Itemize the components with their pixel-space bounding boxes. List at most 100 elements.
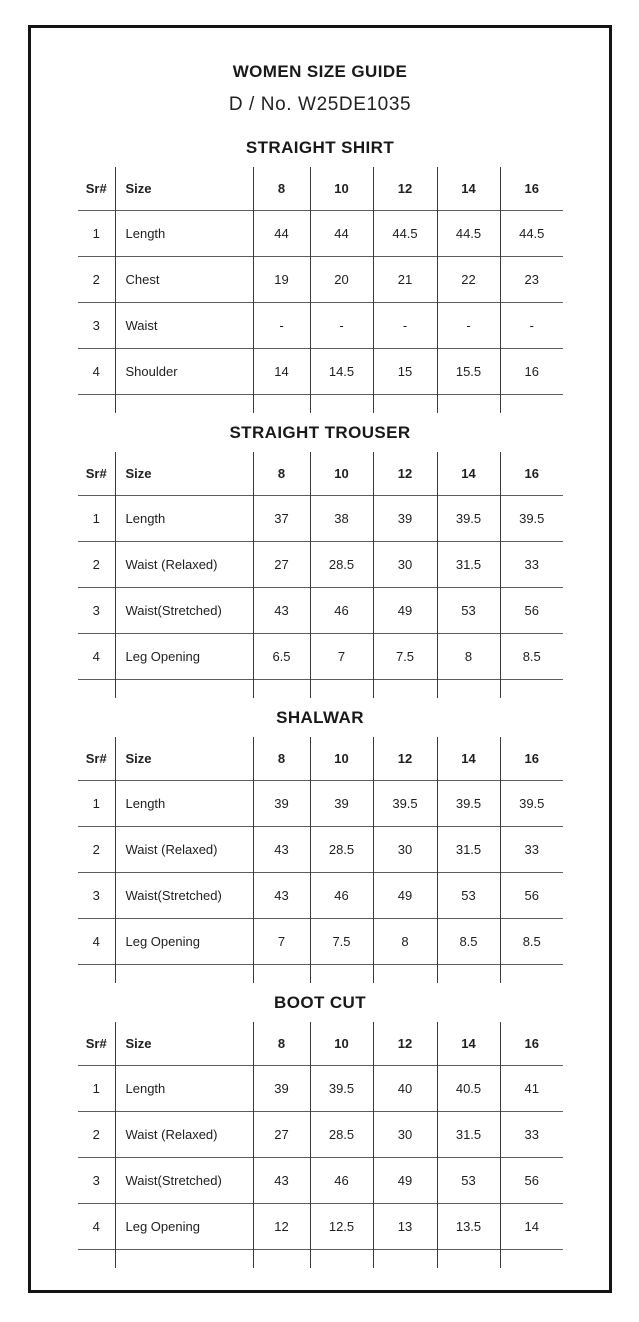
- cell-measurement-label: Chest: [114, 256, 253, 302]
- cell-measurement-label: Length: [114, 495, 253, 541]
- table-row: 1 Length 37 38 39 39.5 39.5: [78, 495, 563, 541]
- cell-measurement-label: Waist(Stretched): [114, 1157, 253, 1203]
- cell-measurement-label: Waist(Stretched): [114, 872, 253, 918]
- cell-value: 43: [252, 872, 310, 918]
- table-row: 4 Leg Opening 6.5 7 7.5 8 8.5: [78, 633, 563, 679]
- cell-value: 43: [252, 1157, 310, 1203]
- table-spacer-row: [78, 964, 563, 983]
- cell-sr: 2: [92, 841, 100, 857]
- cell-sr: 3: [92, 887, 100, 903]
- spacer-cell: [114, 964, 253, 983]
- cell-value: 31.5: [436, 826, 500, 872]
- cell-measurement-label: Waist (Relaxed): [114, 541, 253, 587]
- column-header-16: 16: [499, 737, 563, 780]
- cell-value: 13: [372, 1203, 437, 1249]
- cell-value: 39.5: [499, 495, 563, 541]
- cell-value: 7: [309, 633, 373, 679]
- table-spacer-row: [78, 394, 563, 413]
- spacer-cell: [499, 1249, 563, 1268]
- cell-value: 8: [372, 918, 437, 964]
- cell-value: 53: [436, 587, 500, 633]
- spacer-cell: [114, 679, 253, 698]
- cell-value: 31.5: [436, 541, 500, 587]
- table-header-row: Sr# Size 8 10 12 14 16: [78, 452, 563, 495]
- table-row: 2 Waist (Relaxed) 27 28.5 30 31.5 33: [78, 541, 563, 587]
- cell-value: 39: [309, 780, 373, 826]
- cell-sr: 4: [92, 648, 100, 664]
- cell-value: 7: [252, 918, 310, 964]
- column-header-14: 14: [436, 452, 500, 495]
- column-header-12: 12: [372, 452, 437, 495]
- table-row: 3 Waist - - - - -: [78, 302, 563, 348]
- cell-measurement-label: Waist: [114, 302, 253, 348]
- cell-value: 8.5: [436, 918, 500, 964]
- cell-measurement-label: Leg Opening: [114, 633, 253, 679]
- cell-value: 44.5: [499, 210, 563, 256]
- spacer-cell: [309, 1249, 373, 1268]
- cell-measurement-label: Length: [114, 1065, 253, 1111]
- cell-sr: 2: [92, 1126, 100, 1142]
- cell-value: 8: [436, 633, 500, 679]
- column-header-size: Size: [114, 737, 253, 780]
- section-straight-shirt: STRAIGHT SHIRT Sr# Size 8 10 12 14 16 1 Length 44…: [31, 137, 609, 413]
- size-table-straight-shirt: Sr# Size 8 10 12 14 16 1 Length 44 44 44.5 44.5 44.5 2…: [78, 167, 563, 413]
- section-boot-cut: BOOT CUT Sr# Size 8 10 12 14 16 1 Length 39 39.5 40…: [31, 992, 609, 1268]
- cell-value: 43: [252, 587, 310, 633]
- column-header-sr: Sr#: [85, 465, 107, 481]
- cell-value: 15: [372, 348, 437, 394]
- cell-value: 6.5: [252, 633, 310, 679]
- spacer-cell: [252, 1249, 310, 1268]
- spacer-cell: [309, 394, 373, 413]
- cell-value: 56: [499, 587, 563, 633]
- cell-value: 15.5: [436, 348, 500, 394]
- cell-value: 49: [372, 587, 437, 633]
- column-header-16: 16: [499, 167, 563, 210]
- cell-value: 20: [309, 256, 373, 302]
- column-header-14: 14: [436, 737, 500, 780]
- column-header-10: 10: [309, 1022, 373, 1065]
- cell-value: 39.5: [372, 780, 437, 826]
- cell-measurement-label: Waist (Relaxed): [114, 826, 253, 872]
- cell-sr: 3: [92, 317, 100, 333]
- column-header-14: 14: [436, 1022, 500, 1065]
- cell-value: 12.5: [309, 1203, 373, 1249]
- cell-value: 56: [499, 1157, 563, 1203]
- cell-sr: 1: [92, 1080, 100, 1096]
- column-header-16: 16: [499, 452, 563, 495]
- table-spacer-row: [78, 1249, 563, 1268]
- cell-value: 28.5: [309, 541, 373, 587]
- cell-sr: 4: [92, 1218, 100, 1234]
- spacer-cell: [309, 964, 373, 983]
- size-table-boot-cut: Sr# Size 8 10 12 14 16 1 Length 39 39.5 40 40.5 41 2 Wa…: [78, 1022, 563, 1268]
- cell-sr: 1: [92, 510, 100, 526]
- column-header-16: 16: [499, 1022, 563, 1065]
- column-header-12: 12: [372, 167, 437, 210]
- cell-measurement-label: Leg Opening: [114, 1203, 253, 1249]
- cell-value: 14: [252, 348, 310, 394]
- cell-measurement-label: Shoulder: [114, 348, 253, 394]
- cell-value: -: [372, 302, 437, 348]
- cell-sr: 1: [92, 795, 100, 811]
- spacer-cell: [78, 964, 115, 983]
- cell-value: 13.5: [436, 1203, 500, 1249]
- cell-value: 12: [252, 1203, 310, 1249]
- spacer-cell: [309, 679, 373, 698]
- table-row: 2 Chest 19 20 21 22 23: [78, 256, 563, 302]
- table-header-row: Sr# Size 8 10 12 14 16: [78, 167, 563, 210]
- cell-value: 46: [309, 1157, 373, 1203]
- column-header-8: 8: [252, 452, 310, 495]
- table-row: 1 Length 39 39.5 40 40.5 41: [78, 1065, 563, 1111]
- cell-value: 40.5: [436, 1065, 500, 1111]
- column-header-8: 8: [252, 1022, 310, 1065]
- spacer-cell: [436, 679, 500, 698]
- size-table-straight-trouser: Sr# Size 8 10 12 14 16 1 Length 37 38 39 39.5 39.5 2 Wa…: [78, 452, 563, 698]
- cell-value: 44: [252, 210, 310, 256]
- spacer-cell: [78, 679, 115, 698]
- cell-sr: 4: [92, 363, 100, 379]
- cell-value: 46: [309, 872, 373, 918]
- cell-value: 33: [499, 826, 563, 872]
- cell-value: 43: [252, 826, 310, 872]
- cell-value: 33: [499, 541, 563, 587]
- column-header-sr: Sr#: [85, 750, 107, 766]
- cell-value: 22: [436, 256, 500, 302]
